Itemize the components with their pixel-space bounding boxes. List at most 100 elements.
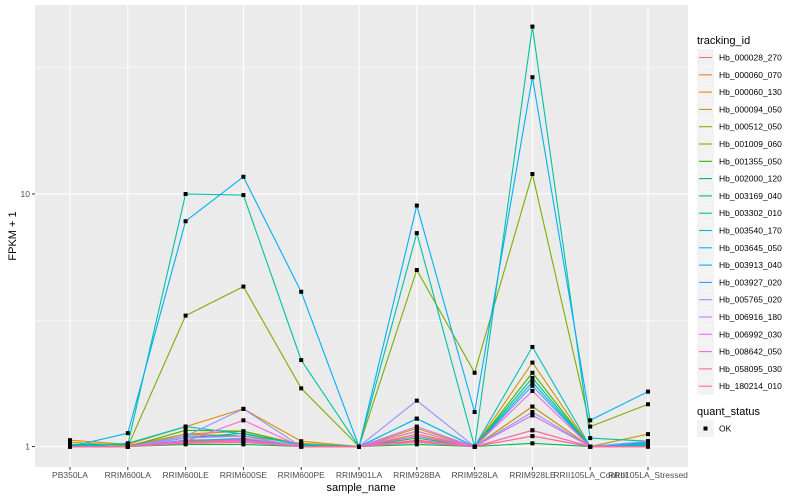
data-point — [530, 24, 535, 29]
legend-item: Hb_005765_020 — [697, 291, 782, 309]
data-point — [183, 219, 188, 224]
data-point — [646, 432, 650, 437]
y-axis-title: FPKM + 1 — [7, 211, 19, 260]
legend-label: Hb_003302_010 — [719, 208, 782, 218]
data-point — [646, 389, 650, 394]
legend-item: Hb_000060_130 — [697, 83, 782, 101]
legend-label: Hb_000060_070 — [719, 70, 782, 80]
data-point — [414, 203, 419, 208]
data-point — [183, 313, 188, 318]
legend-label: Hb_003169_040 — [719, 191, 782, 201]
legend-label: Hb_000094_050 — [719, 104, 782, 114]
legend-label: Hb_006916_180 — [719, 312, 782, 322]
data-point — [530, 370, 535, 375]
legend-item: Hb_001355_050 — [697, 152, 782, 170]
data-point — [530, 413, 535, 418]
x-tick-label: PB350LA — [52, 470, 88, 480]
x-axis-title: sample_name — [326, 482, 395, 494]
data-point — [183, 424, 188, 429]
legend-item: Hb_006992_030 — [697, 325, 782, 343]
data-point — [68, 438, 72, 443]
data-point — [414, 268, 419, 273]
data-points — [68, 24, 650, 449]
data-point — [530, 75, 535, 80]
data-point — [68, 444, 72, 449]
shape-legend-item: OK — [697, 420, 732, 437]
data-point — [183, 436, 188, 441]
data-point — [530, 344, 535, 349]
legend-item: Hb_000094_050 — [697, 100, 782, 118]
legend-label: Hb_003645_050 — [719, 243, 782, 253]
data-point — [646, 402, 650, 407]
data-point — [414, 438, 419, 443]
data-point — [530, 441, 535, 446]
data-point — [530, 380, 535, 385]
data-point — [414, 436, 419, 441]
data-point — [414, 416, 419, 421]
data-point — [530, 410, 535, 415]
x-tick-label: RRIM901LA — [336, 470, 383, 480]
data-point — [183, 191, 188, 196]
x-tick-label: RRIM600PE — [278, 470, 326, 480]
data-point — [588, 444, 593, 449]
legend-item: Hb_180214_010 — [697, 377, 782, 395]
legend-item: Hb_058095_030 — [697, 360, 782, 378]
legend-item: Hb_003540_170 — [697, 222, 782, 239]
data-point — [241, 440, 246, 445]
y-tick-label: 10 — [21, 189, 31, 199]
legend-item: Hb_003927_020 — [697, 273, 782, 291]
data-point — [414, 231, 419, 236]
data-point — [125, 444, 130, 449]
legend-item: Hb_003169_040 — [697, 187, 782, 205]
data-point — [530, 375, 535, 380]
data-point — [299, 444, 304, 449]
data-point — [646, 444, 650, 449]
legend-item: Hb_003913_040 — [697, 256, 782, 274]
data-point — [241, 434, 246, 439]
legend-item: Hb_002000_120 — [697, 170, 782, 188]
legend-label: Hb_180214_010 — [719, 381, 782, 391]
legend-item: Hb_008642_050 — [697, 343, 782, 361]
data-point — [530, 171, 535, 176]
data-point — [530, 388, 535, 393]
data-point — [125, 441, 130, 446]
legend-item: Hb_006916_180 — [697, 308, 782, 326]
legend-label: Hb_005765_020 — [719, 295, 782, 305]
data-point — [588, 424, 593, 429]
data-point — [241, 174, 246, 179]
data-point — [241, 438, 246, 443]
legend: tracking_id Hb_000028_270 Hb_000060_070 Hb… — [697, 35, 782, 437]
shape-legend-label: OK — [719, 424, 732, 434]
x-tick-label: RRIM600SE — [220, 470, 268, 480]
legend-label: Hb_000512_050 — [719, 122, 782, 132]
data-point — [530, 383, 535, 388]
y-axis: 1 10 — [21, 189, 35, 452]
data-point — [183, 434, 188, 439]
legend-label: Hb_003540_170 — [719, 226, 782, 236]
x-tick-label: RRIM928LA — [451, 470, 498, 480]
data-point — [241, 418, 246, 423]
data-point — [472, 410, 477, 415]
data-point — [241, 442, 246, 447]
x-tick-label: RRII105LA_Control — [553, 470, 627, 480]
data-point — [299, 386, 304, 391]
legend-label: Hb_001355_050 — [719, 156, 782, 166]
data-point — [646, 439, 650, 444]
legend-label: Hb_002000_120 — [719, 174, 782, 184]
data-point — [414, 429, 419, 434]
data-point — [414, 424, 419, 429]
legend-label: Hb_001009_060 — [719, 139, 782, 149]
data-point — [472, 370, 477, 375]
data-point — [183, 441, 188, 446]
legend-label: Hb_008642_050 — [719, 347, 782, 357]
legend-label: Hb_058095_030 — [719, 364, 782, 374]
data-point — [530, 428, 535, 433]
data-point — [299, 358, 304, 363]
x-axis: PB350LA RRIM600LA RRIM600LE RRIM600SE RRIM60… — [52, 467, 688, 480]
legend-item: Hb_001009_060 — [697, 135, 782, 153]
shape-legend-title: quant_status — [697, 406, 760, 418]
x-tick-label: RRIM928BA — [393, 470, 441, 480]
data-point — [299, 289, 304, 294]
data-point — [241, 284, 246, 289]
